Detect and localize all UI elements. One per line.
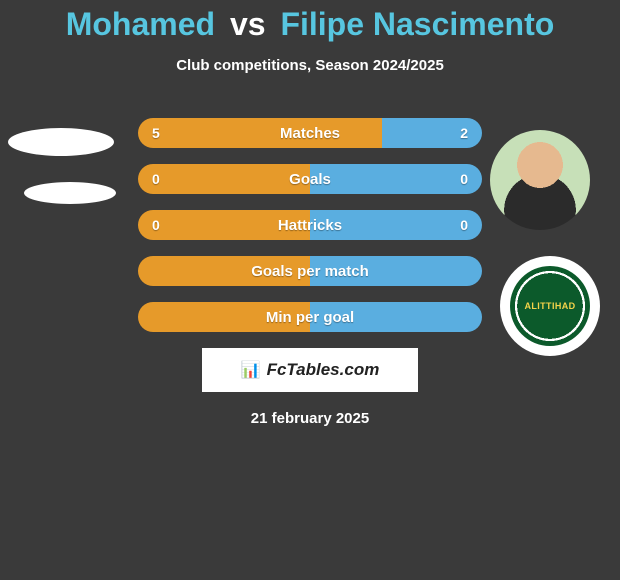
stat-bar-right-value: 0: [460, 164, 468, 194]
stat-bar-right-value: 2: [460, 118, 468, 148]
left-ellipse-1: [8, 128, 114, 156]
club-crest-inner: ALITTIHAD: [510, 266, 590, 346]
brand-box: 📊 FcTables.com: [202, 348, 418, 392]
title-vs: vs: [230, 6, 266, 42]
stat-bar: Hattricks0 0: [138, 210, 482, 240]
left-ellipse-2: [24, 182, 116, 204]
stat-bar-left-value: 5: [152, 118, 160, 148]
stat-bar-right-value: 0: [460, 210, 468, 240]
title-player1: Mohamed: [66, 6, 215, 42]
brand-icon: 📊: [241, 360, 261, 380]
stat-bar: Min per goal: [138, 302, 482, 332]
title-player2: Filipe Nascimento: [280, 6, 554, 42]
stat-bar-label: Hattricks: [138, 210, 482, 240]
date-line: 21 february 2025: [0, 410, 620, 427]
stat-bar-label: Goals: [138, 164, 482, 194]
stat-bar-left-value: 0: [152, 210, 160, 240]
club-crest: ALITTIHAD: [500, 256, 600, 356]
player-photo: [490, 130, 590, 230]
stat-bar-label: Min per goal: [138, 302, 482, 332]
brand-text: FcTables.com: [267, 360, 380, 380]
comparison-card: Mohamed vs Filipe Nascimento Club compet…: [0, 0, 620, 580]
stat-bar-label: Goals per match: [138, 256, 482, 286]
stat-bar: Goals per match: [138, 256, 482, 286]
page-title: Mohamed vs Filipe Nascimento: [0, 0, 620, 43]
stat-bar: Goals0 0: [138, 164, 482, 194]
stat-bar-left-value: 0: [152, 164, 160, 194]
stat-bar: Matches5 2: [138, 118, 482, 148]
club-crest-label: ALITTIHAD: [524, 301, 575, 311]
stat-bar-label: Matches: [138, 118, 482, 148]
content-stage: ALITTIHAD Matches52Goals00Hattricks00Goa…: [0, 112, 620, 427]
stat-bars: Matches52Goals00Hattricks00Goals per mat…: [138, 112, 482, 332]
subtitle: Club competitions, Season 2024/2025: [0, 57, 620, 74]
